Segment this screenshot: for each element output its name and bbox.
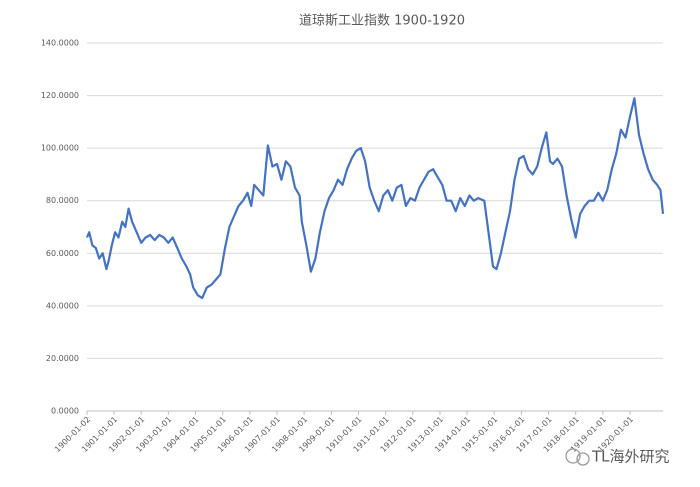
watermark: TL海外研究 <box>591 448 670 466</box>
y-tick-label: 140.0000 <box>41 39 79 48</box>
y-tick-label: 40.0000 <box>46 301 79 310</box>
y-tick-label: 100.0000 <box>41 144 79 153</box>
y-tick-label: 60.0000 <box>46 249 79 258</box>
y-tick-label: 0.0000 <box>51 407 79 416</box>
y-tick-label: 120.0000 <box>41 91 79 100</box>
y-tick-label: 80.0000 <box>46 196 79 205</box>
chart-title: 道琼斯工业指数 1900-1920 <box>299 14 465 29</box>
watermark-icon <box>565 448 590 466</box>
y-tick-label: 20.0000 <box>46 354 79 363</box>
data-line <box>85 97 665 300</box>
